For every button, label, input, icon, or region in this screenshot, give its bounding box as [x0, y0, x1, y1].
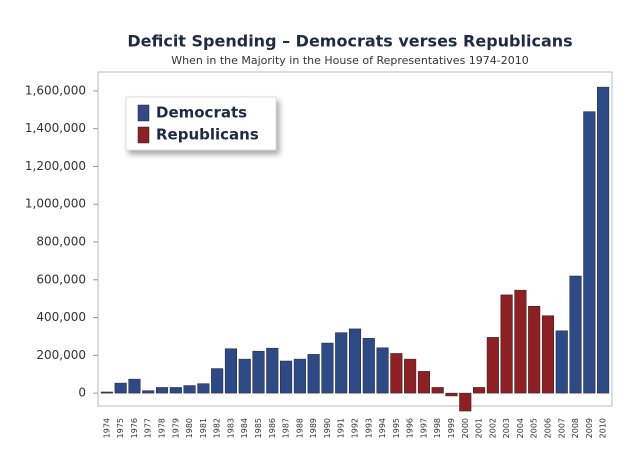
- x-tick-label: 1994: [378, 418, 387, 438]
- x-tick-label: 2009: [585, 418, 594, 438]
- bar: [335, 332, 348, 394]
- x-tick-label: 2004: [516, 418, 525, 438]
- bar: [486, 337, 499, 394]
- legend-label: Democrats: [156, 104, 247, 122]
- chart-title: Deficit Spending – Democrats verses Repu…: [127, 32, 572, 51]
- bar: [114, 382, 127, 394]
- x-tick-label: 1991: [337, 418, 346, 438]
- x-tick-label: 2002: [488, 418, 497, 438]
- legend: Democrats Republicans: [125, 96, 277, 151]
- bar: [169, 387, 182, 394]
- x-tick-label: 2007: [557, 418, 566, 438]
- x-tick-label: 1983: [226, 418, 235, 438]
- x-tick-label: 2003: [502, 418, 511, 438]
- x-tick-label: 1977: [144, 418, 153, 438]
- bar: [238, 358, 251, 394]
- x-tick-label: 1998: [433, 418, 442, 438]
- bar: [500, 294, 513, 394]
- x-tick-label: 1981: [199, 418, 208, 438]
- bar: [266, 347, 279, 394]
- x-tick-label: 1999: [447, 418, 456, 438]
- y-tick-label: 400,000: [36, 310, 86, 324]
- x-tick-label: 1975: [116, 418, 125, 438]
- y-tick-label: 0: [78, 386, 86, 400]
- legend-swatch: [137, 104, 150, 122]
- x-tick-label: 1997: [419, 418, 428, 438]
- bar: [569, 275, 582, 394]
- bar: [293, 358, 306, 394]
- x-tick-label: 1987: [282, 418, 291, 438]
- x-tick-label: 1982: [213, 418, 222, 438]
- bar: [514, 289, 527, 394]
- x-tick-label: 2010: [599, 418, 608, 438]
- x-tick-label: 1993: [364, 418, 373, 438]
- chart-subtitle: When in the Majority in the House of Rep…: [171, 54, 529, 67]
- legend-box: [125, 96, 277, 151]
- y-tick-label: 800,000: [36, 235, 86, 249]
- x-tick-label: 1985: [254, 418, 263, 438]
- bar: [473, 387, 486, 394]
- bar: [445, 392, 458, 397]
- x-tick-label: 2006: [543, 418, 552, 438]
- bar: [224, 348, 237, 394]
- bar: [211, 368, 224, 394]
- bar: [417, 371, 430, 394]
- y-tick-label: 1,200,000: [25, 159, 86, 173]
- y-tick-label: 1,600,000: [25, 83, 86, 97]
- bar: [280, 360, 293, 394]
- bar: [197, 383, 210, 394]
- x-tick-label: 1984: [240, 418, 249, 438]
- bar: [155, 387, 169, 394]
- y-tick-label: 1,400,000: [25, 121, 86, 135]
- x-tick-label: 2001: [475, 418, 484, 438]
- y-tick-label: 200,000: [36, 348, 86, 362]
- bar: [583, 111, 596, 394]
- bar: [404, 358, 417, 394]
- bar: [541, 315, 555, 394]
- x-tick-label: 1980: [185, 418, 194, 438]
- x-tick-label: 1988: [295, 418, 304, 438]
- x-tick-label: 1986: [268, 418, 277, 438]
- y-tick-label: 600,000: [36, 272, 86, 286]
- x-tick-label: 1995: [392, 418, 401, 438]
- bar: [597, 86, 610, 394]
- bar: [252, 350, 265, 394]
- bar: [362, 338, 375, 394]
- x-tick-label: 1989: [309, 418, 318, 438]
- y-tick-label: 1,000,000: [25, 197, 86, 211]
- bar: [376, 347, 389, 394]
- x-tick-label: 1992: [351, 418, 360, 438]
- legend-label: Republicans: [156, 126, 259, 144]
- x-tick-label: 1974: [102, 418, 111, 438]
- bar: [348, 328, 362, 394]
- x-tick-label: 1990: [323, 418, 332, 438]
- bar: [431, 387, 444, 394]
- x-tick-label: 1996: [406, 418, 415, 438]
- bar: [142, 390, 155, 394]
- legend-swatch: [137, 126, 150, 144]
- bar: [128, 378, 141, 394]
- bar: [321, 342, 334, 394]
- x-tick-label: 1978: [158, 418, 167, 438]
- bar: [528, 305, 541, 394]
- bar: [459, 392, 472, 412]
- bar: [100, 391, 113, 394]
- x-tick-label: 2000: [461, 418, 470, 438]
- bar: [390, 353, 403, 394]
- x-tick-label: 1979: [171, 418, 180, 438]
- x-tick-label: 2005: [530, 418, 539, 438]
- bar: [555, 330, 568, 394]
- bar: [183, 385, 196, 394]
- bar: [307, 354, 320, 394]
- x-tick-label: 1976: [130, 418, 139, 438]
- x-tick-label: 2008: [571, 418, 580, 438]
